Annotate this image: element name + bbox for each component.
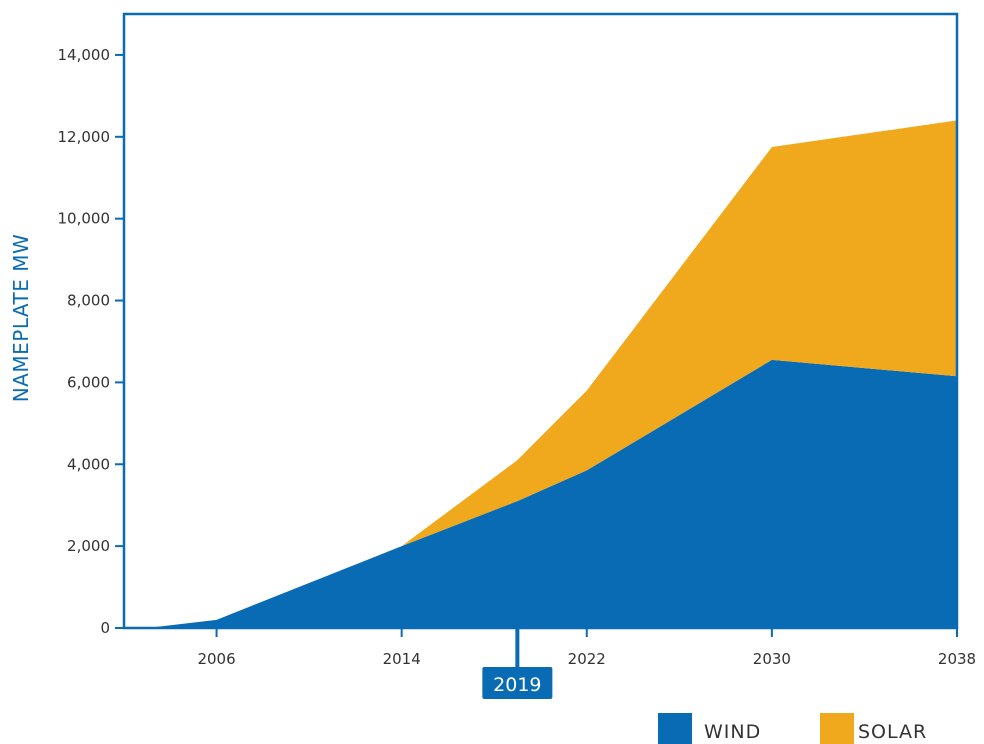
x-tick-label: 2006 [197,650,235,668]
x-axis-ticks: 2006 2014 2022 2030 2038 [197,628,976,668]
y-tick-label: 10,000 [58,210,111,228]
area-wind [147,359,957,628]
area-solar [147,120,957,628]
chart-frame [122,12,959,630]
legend-swatch-wind [658,713,692,744]
x-tick-label: 2038 [938,650,976,668]
chart-legend: WIND SOLAR [658,713,927,744]
y-axis-ticks: 0 2,000 4,000 6,000 8,000 10,000 12,000 14,000 [58,46,124,637]
x-tick-label: 2030 [753,650,791,668]
year-marker: 2019 [482,628,553,699]
y-axis-label: NAMEPLATE MW [9,234,33,403]
legend-label-wind: WIND [704,721,761,743]
y-tick-label: 4,000 [67,455,110,473]
y-tick-label: 8,000 [67,292,110,310]
chart-areas [147,120,957,628]
y-tick-label: 0 [100,619,110,637]
plot-border [122,12,959,630]
y-tick-label: 14,000 [58,46,111,64]
x-tick-label: 2014 [383,650,421,668]
y-tick-label: 2,000 [67,537,110,555]
x-tick-label: 2022 [568,650,606,668]
y-tick-label: 6,000 [67,373,110,391]
legend-swatch-solar [820,713,854,744]
year-marker-badge [482,667,553,699]
y-tick-label: 12,000 [58,128,111,146]
legend-label-solar: SOLAR [858,721,927,743]
year-marker-label: 2019 [493,674,541,696]
